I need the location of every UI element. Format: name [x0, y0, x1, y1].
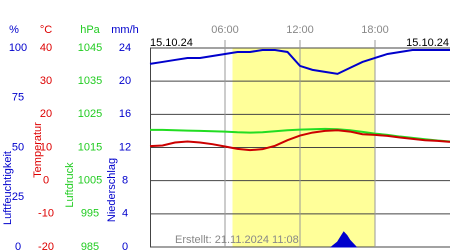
axis-unit: mm/h: [111, 24, 139, 36]
y-tick-label: -20: [38, 241, 54, 250]
axis-unit: %: [9, 24, 19, 36]
y-tick-label: 985: [81, 241, 99, 250]
y-tick-label: 100: [9, 42, 27, 54]
y-tick-label: 30: [40, 75, 52, 87]
y-tick-label: 24: [119, 42, 131, 54]
y-tick-label: 25: [12, 191, 24, 203]
x-tick-label: 18:00: [361, 24, 389, 36]
axis-title: Niederschlag: [106, 158, 118, 222]
series-line: [149, 129, 450, 152]
y-tick-label: 995: [81, 208, 99, 220]
y-tick-label: 40: [40, 42, 52, 54]
axis-unit: °C: [40, 24, 52, 36]
date-right: 15.10.24: [406, 37, 449, 49]
axis-title: Luftdruck: [64, 162, 76, 208]
y-tick-label: 12: [119, 141, 131, 153]
annotation: Erstellt: 21.11.2024 11:08: [175, 234, 299, 246]
y-tick-label: -10: [38, 208, 54, 220]
y-tick-label: 50: [12, 141, 24, 153]
y-tick-label: 4: [122, 208, 128, 220]
y-tick-label: 20: [119, 75, 131, 87]
axis-title: Temperatur: [32, 122, 44, 178]
y-tick-label: 20: [40, 108, 52, 120]
y-tick-label: 1015: [78, 141, 102, 153]
y-tick-label: 75: [12, 92, 24, 104]
series-line: [149, 48, 450, 75]
y-tick-label: 8: [122, 175, 128, 187]
y-tick-label: 0: [43, 175, 49, 187]
y-tick-label: 1045: [78, 42, 102, 54]
y-tick-label: 1035: [78, 75, 102, 87]
y-tick-label: 0: [15, 241, 21, 250]
y-tick-label: 1025: [78, 108, 102, 120]
date-left: 15.10.24: [150, 37, 193, 49]
axis-unit: hPa: [80, 24, 100, 36]
y-tick-label: 1005: [78, 175, 102, 187]
plot: 06:00 12:00 18:00%0255075100Luftfeuchtigke…: [2, 24, 450, 250]
y-tick-label: 10: [40, 141, 52, 153]
x-tick-label: 12:00: [286, 24, 314, 36]
axis-title: Luftfeuchtigkeit: [2, 151, 14, 225]
y-tick-label: 0: [122, 241, 128, 250]
precipitation-area: [329, 231, 358, 248]
y-tick-label: 16: [119, 108, 131, 120]
x-tick-label: 06:00: [211, 24, 239, 36]
